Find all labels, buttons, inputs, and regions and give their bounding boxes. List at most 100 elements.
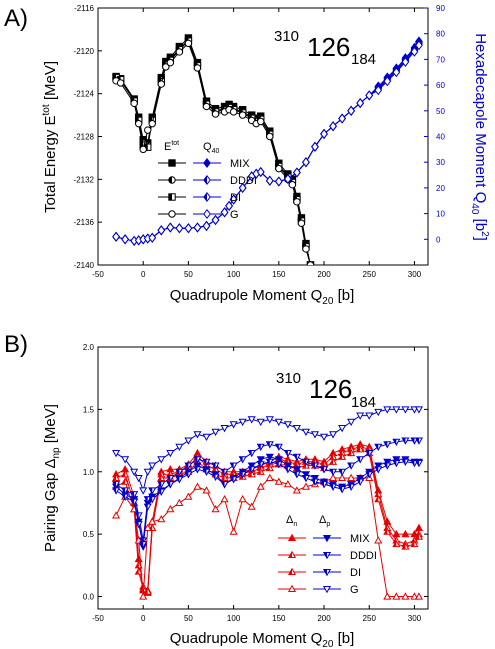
marker-half-fill <box>140 141 144 149</box>
marker-shape <box>414 406 424 414</box>
data-point <box>374 536 383 544</box>
marker-half-fill <box>121 471 126 477</box>
data-point <box>184 462 193 470</box>
marker-half-fill <box>384 441 388 448</box>
legend-marker <box>287 533 297 542</box>
data-point <box>139 592 148 600</box>
data-point <box>166 449 175 458</box>
marker-half-fill <box>239 471 243 478</box>
legend-marker <box>203 191 211 203</box>
series-di-p <box>112 458 424 549</box>
marker-shape <box>374 536 383 544</box>
series-g-left <box>112 39 315 265</box>
marker-shape <box>143 468 152 476</box>
data-point <box>112 231 120 242</box>
marker-half-fill <box>356 479 361 485</box>
marker-shape <box>139 487 148 495</box>
legend-marker <box>322 585 332 594</box>
legend-row-mix: MIX <box>278 533 370 545</box>
x-tick-label: 0 <box>141 270 146 279</box>
data-point <box>374 443 383 452</box>
data-point <box>229 527 238 535</box>
marker-shape <box>265 473 274 482</box>
marker-half-fill <box>212 462 216 469</box>
data-point <box>356 478 365 486</box>
data-point <box>302 157 310 168</box>
nucleus-element: 126 <box>309 374 352 404</box>
data-point <box>175 443 184 452</box>
marker-shape <box>383 406 392 414</box>
marker-shape <box>410 46 419 57</box>
series-dddi-p <box>112 437 424 545</box>
x-tick-label: 150 <box>272 270 286 279</box>
data-point <box>202 102 211 111</box>
data-point <box>415 40 423 51</box>
marker-shape <box>274 456 283 464</box>
data-point <box>275 164 283 173</box>
data-point <box>220 473 229 482</box>
marker-shape <box>265 175 274 186</box>
marker-shape <box>288 180 297 189</box>
data-point <box>356 456 365 464</box>
data-point <box>143 523 152 531</box>
marker-half-fill <box>167 475 171 482</box>
data-point <box>148 119 156 128</box>
marker-half-fill <box>185 471 189 478</box>
data-point <box>166 504 175 513</box>
data-point <box>310 431 320 439</box>
marker-shape <box>143 523 152 531</box>
data-point <box>293 167 301 178</box>
data-point <box>157 488 166 496</box>
panel-a-legend: Etot Q40 MIX DDDI DI G <box>158 140 257 221</box>
marker-shape <box>184 39 193 48</box>
x-tick-label: 300 <box>408 614 422 623</box>
x-tick-label: 250 <box>363 270 377 279</box>
data-point <box>175 476 184 484</box>
marker-shape <box>356 474 365 483</box>
data-point <box>392 406 401 414</box>
data-point <box>184 39 193 48</box>
legend-col1-header: Δn <box>286 514 297 528</box>
data-point <box>374 85 383 96</box>
data-point <box>338 486 347 494</box>
data-point <box>356 445 365 453</box>
data-point <box>301 482 310 490</box>
legend-marker <box>168 176 176 184</box>
data-point <box>347 418 356 427</box>
panel-b: B) -50 0 50 100 150 200 250 3000.00.51.01.52.0 … <box>4 331 429 649</box>
data-point <box>338 473 347 482</box>
data-point <box>383 462 392 470</box>
marker-shape <box>139 145 147 154</box>
data-point <box>347 448 356 457</box>
data-point <box>229 476 238 484</box>
marker-shape <box>284 173 292 184</box>
data-point <box>310 478 320 486</box>
marker-shape <box>193 64 202 72</box>
marker-shape <box>238 111 247 119</box>
marker-half-fill <box>144 504 148 510</box>
marker-shape <box>203 157 211 169</box>
series-line <box>115 41 420 242</box>
x-tick-label: 150 <box>272 614 286 623</box>
legend-marker <box>168 159 176 167</box>
legend-row-g: G <box>278 584 359 596</box>
series-dddi-n <box>112 442 424 594</box>
marker-half-fill <box>323 569 327 576</box>
data-point <box>121 456 130 464</box>
series-line <box>115 43 420 242</box>
data-point <box>319 466 329 474</box>
data-point <box>284 173 292 184</box>
data-point <box>292 453 301 462</box>
legend-marker <box>322 551 332 560</box>
data-point <box>310 462 320 470</box>
marker-half-fill <box>130 491 135 498</box>
marker-shape <box>157 225 166 236</box>
data-point <box>401 542 410 550</box>
marker-shape <box>203 208 211 220</box>
data-point <box>356 474 365 483</box>
marker-half-fill <box>323 552 327 559</box>
data-point <box>211 473 220 481</box>
marker-shape <box>134 474 143 483</box>
data-point <box>347 483 356 491</box>
data-point <box>148 487 157 495</box>
